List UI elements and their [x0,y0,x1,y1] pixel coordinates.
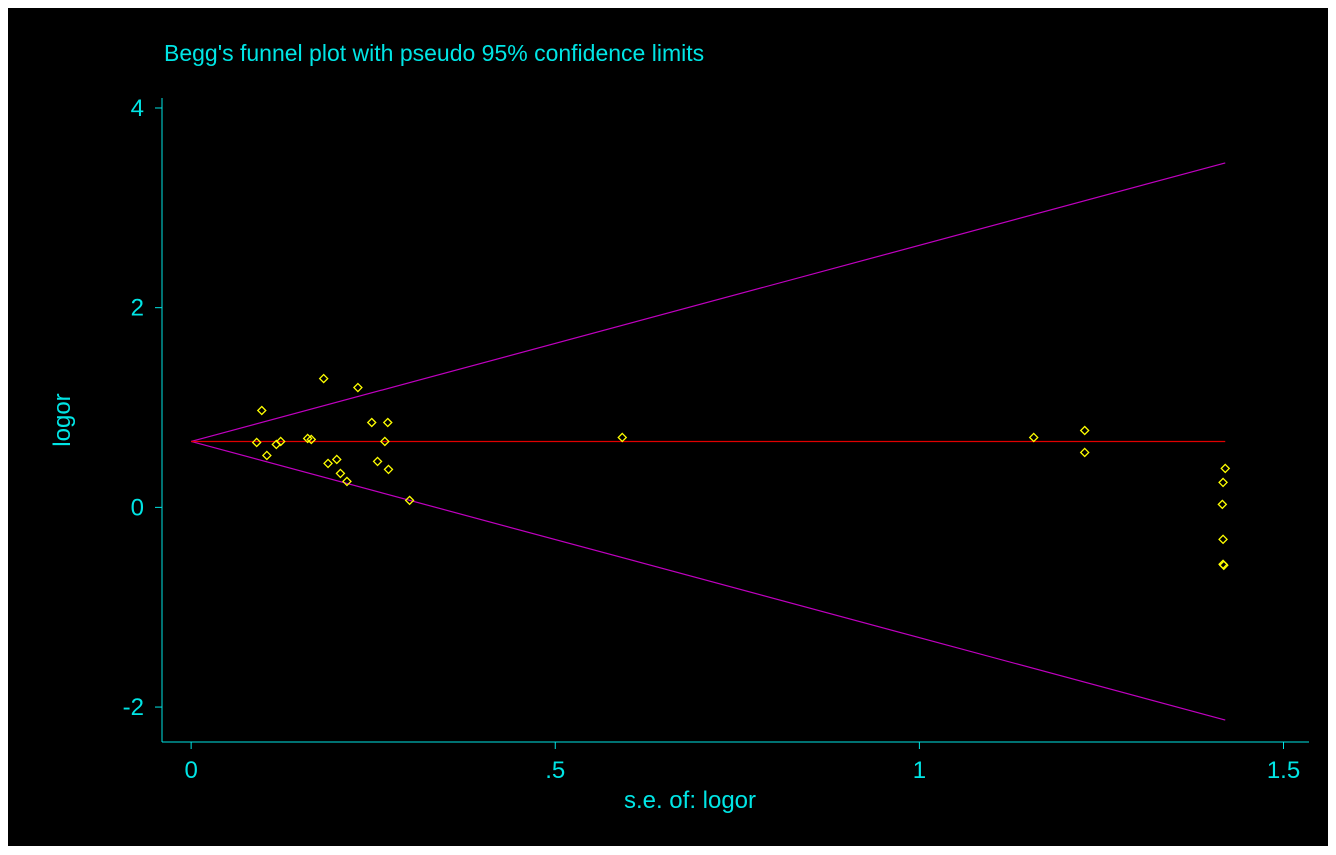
y-axis-label: logor [49,393,76,446]
x-tick-label: 1 [913,757,926,784]
study-point [331,454,342,465]
study-point [261,450,272,461]
study-point [323,458,333,469]
study-point [379,436,390,447]
chart-title: Begg's funnel plot with pseudo 95% confi… [164,40,704,66]
y-tick-label: 0 [131,494,144,521]
study-point [275,436,286,447]
x-tick-label: .5 [545,757,565,784]
study-point [342,476,352,487]
y-tick-label: -2 [123,694,144,721]
reference-lines [190,162,1226,721]
study-point [335,468,346,479]
study-point [383,464,394,475]
funnel-plot: Begg's funnel plot with pseudo 95% confi… [49,40,1309,814]
axes [161,98,1309,743]
x-tick-label: 0 [184,757,197,784]
study-point [1218,477,1228,488]
study-point [256,405,267,416]
study-point [1217,499,1228,510]
study-point [1220,463,1231,474]
study-point [382,417,393,428]
study-point [352,382,363,393]
study-point [617,432,628,443]
x-axis-label: s.e. of: logor [624,787,756,814]
upper-confidence-limit-line [190,162,1226,443]
y-tick-label: 4 [131,95,144,122]
study-point [251,437,262,448]
study-point [1079,425,1090,436]
study-point [366,417,377,428]
y-tick-label: 2 [131,295,144,322]
study-point [404,495,415,506]
study-point [306,434,317,445]
lower-confidence-limit-line [190,440,1226,721]
data-points [251,373,1231,571]
study-point [1218,560,1229,571]
study-point [1218,534,1228,545]
study-point [1079,447,1090,458]
study-point [1028,432,1039,443]
study-point [318,373,329,384]
study-point [372,456,383,467]
chart-panel: Begg's funnel plot with pseudo 95% confi… [8,8,1328,846]
axis-ticks: 0 .5 1 1.5 -2 0 2 4 [123,95,1301,784]
x-tick-label: 1.5 [1267,757,1300,784]
